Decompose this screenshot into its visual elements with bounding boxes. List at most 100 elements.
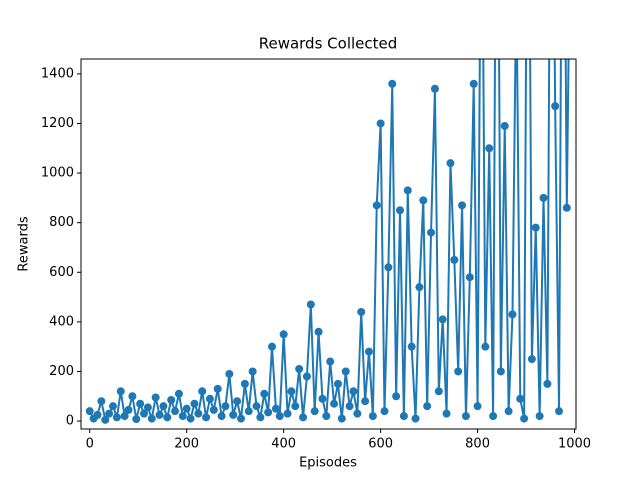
- x-tick-label: 1000: [558, 437, 591, 452]
- point: [171, 407, 180, 416]
- y-axis-label: Rewards: [17, 216, 32, 271]
- point: [419, 196, 428, 205]
- point: [535, 412, 544, 421]
- point: [101, 415, 110, 424]
- point: [330, 399, 339, 408]
- point: [174, 389, 183, 398]
- point: [562, 203, 571, 212]
- point: [182, 404, 191, 413]
- point: [252, 402, 261, 411]
- point: [244, 407, 253, 416]
- point: [504, 407, 513, 416]
- x-tick-label: 200: [174, 437, 199, 452]
- y-tick-label: 1000: [41, 166, 74, 181]
- point: [531, 223, 540, 232]
- point: [287, 387, 296, 396]
- point: [221, 402, 230, 411]
- point: [551, 102, 560, 111]
- point: [105, 409, 114, 418]
- point: [186, 414, 195, 423]
- point: [473, 402, 482, 411]
- point: [120, 412, 129, 421]
- point: [159, 402, 168, 411]
- point: [543, 379, 552, 388]
- point: [136, 399, 145, 408]
- point: [143, 403, 152, 412]
- chart-title: Rewards Collected: [259, 35, 398, 53]
- point: [539, 193, 548, 202]
- point: [380, 407, 389, 416]
- point: [427, 228, 436, 237]
- point: [337, 414, 346, 423]
- point: [450, 255, 459, 264]
- point: [275, 412, 284, 421]
- point: [407, 342, 416, 351]
- point: [299, 413, 308, 422]
- point: [283, 409, 292, 418]
- point: [116, 387, 125, 396]
- point: [225, 369, 234, 378]
- point: [264, 408, 273, 417]
- point: [260, 389, 269, 398]
- point: [302, 372, 311, 381]
- point: [415, 283, 424, 292]
- point: [500, 121, 509, 130]
- point: [322, 412, 331, 421]
- point: [217, 412, 226, 421]
- point: [85, 407, 94, 416]
- point: [388, 79, 397, 88]
- point: [140, 409, 149, 418]
- point: [508, 310, 517, 319]
- point: [318, 394, 327, 403]
- x-tick-label: 600: [368, 437, 393, 452]
- point: [163, 413, 172, 422]
- point: [446, 159, 455, 168]
- point: [306, 300, 315, 309]
- point: [233, 397, 242, 406]
- point: [485, 144, 494, 153]
- point: [430, 84, 439, 93]
- point: [310, 407, 319, 416]
- point: [555, 407, 564, 416]
- point: [399, 412, 408, 421]
- point: [279, 330, 288, 339]
- point: [465, 273, 474, 282]
- point: [527, 355, 536, 364]
- point: [353, 409, 362, 418]
- point: [151, 393, 160, 402]
- point: [442, 409, 451, 418]
- point: [271, 404, 280, 413]
- x-axis-label: Episodes: [299, 456, 357, 471]
- point: [434, 387, 443, 396]
- point: [364, 347, 373, 356]
- point: [268, 342, 277, 351]
- point: [190, 399, 199, 408]
- y-tick-label: 200: [49, 364, 74, 379]
- point: [97, 397, 106, 406]
- point: [458, 201, 467, 210]
- point: [209, 405, 218, 414]
- point: [368, 412, 377, 421]
- point: [93, 410, 102, 419]
- y-tick-label: 800: [49, 215, 74, 230]
- point: [333, 379, 342, 388]
- point: [403, 186, 412, 195]
- point: [411, 414, 420, 423]
- point: [198, 387, 207, 396]
- point: [454, 367, 463, 376]
- point: [461, 412, 470, 421]
- point: [372, 201, 381, 210]
- point: [112, 413, 121, 422]
- plot-area: [85, 59, 571, 424]
- point: [202, 413, 211, 422]
- point: [516, 394, 525, 403]
- axes-frame: [80, 58, 577, 430]
- point: [345, 402, 354, 411]
- point: [205, 394, 214, 403]
- y-tick-label: 1200: [41, 116, 74, 131]
- y-tick-label: 1400: [41, 66, 74, 81]
- point: [291, 402, 300, 411]
- y-tick-label: 400: [49, 314, 74, 329]
- point: [128, 392, 137, 401]
